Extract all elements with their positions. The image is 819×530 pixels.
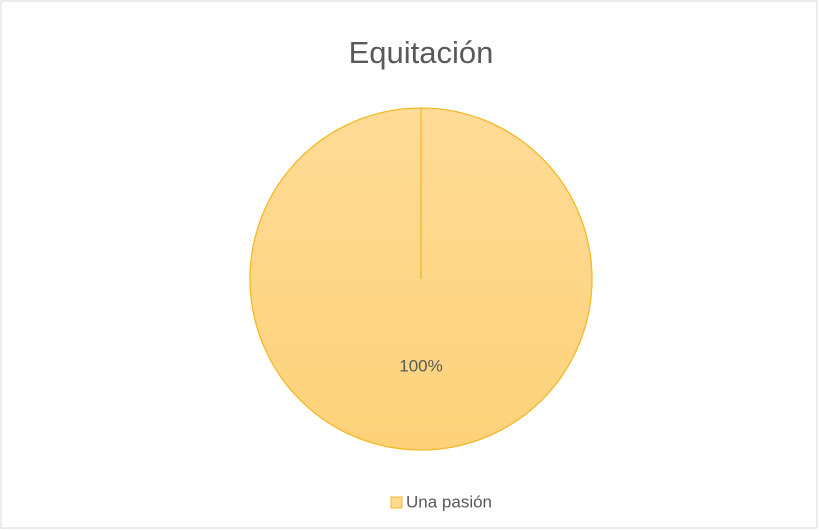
legend-swatch — [390, 496, 403, 509]
data-label: 100% — [399, 357, 442, 376]
chart-title: Equitación — [349, 35, 494, 70]
pie-slice — [249, 107, 593, 451]
legend-label: Una pasión — [406, 492, 492, 511]
